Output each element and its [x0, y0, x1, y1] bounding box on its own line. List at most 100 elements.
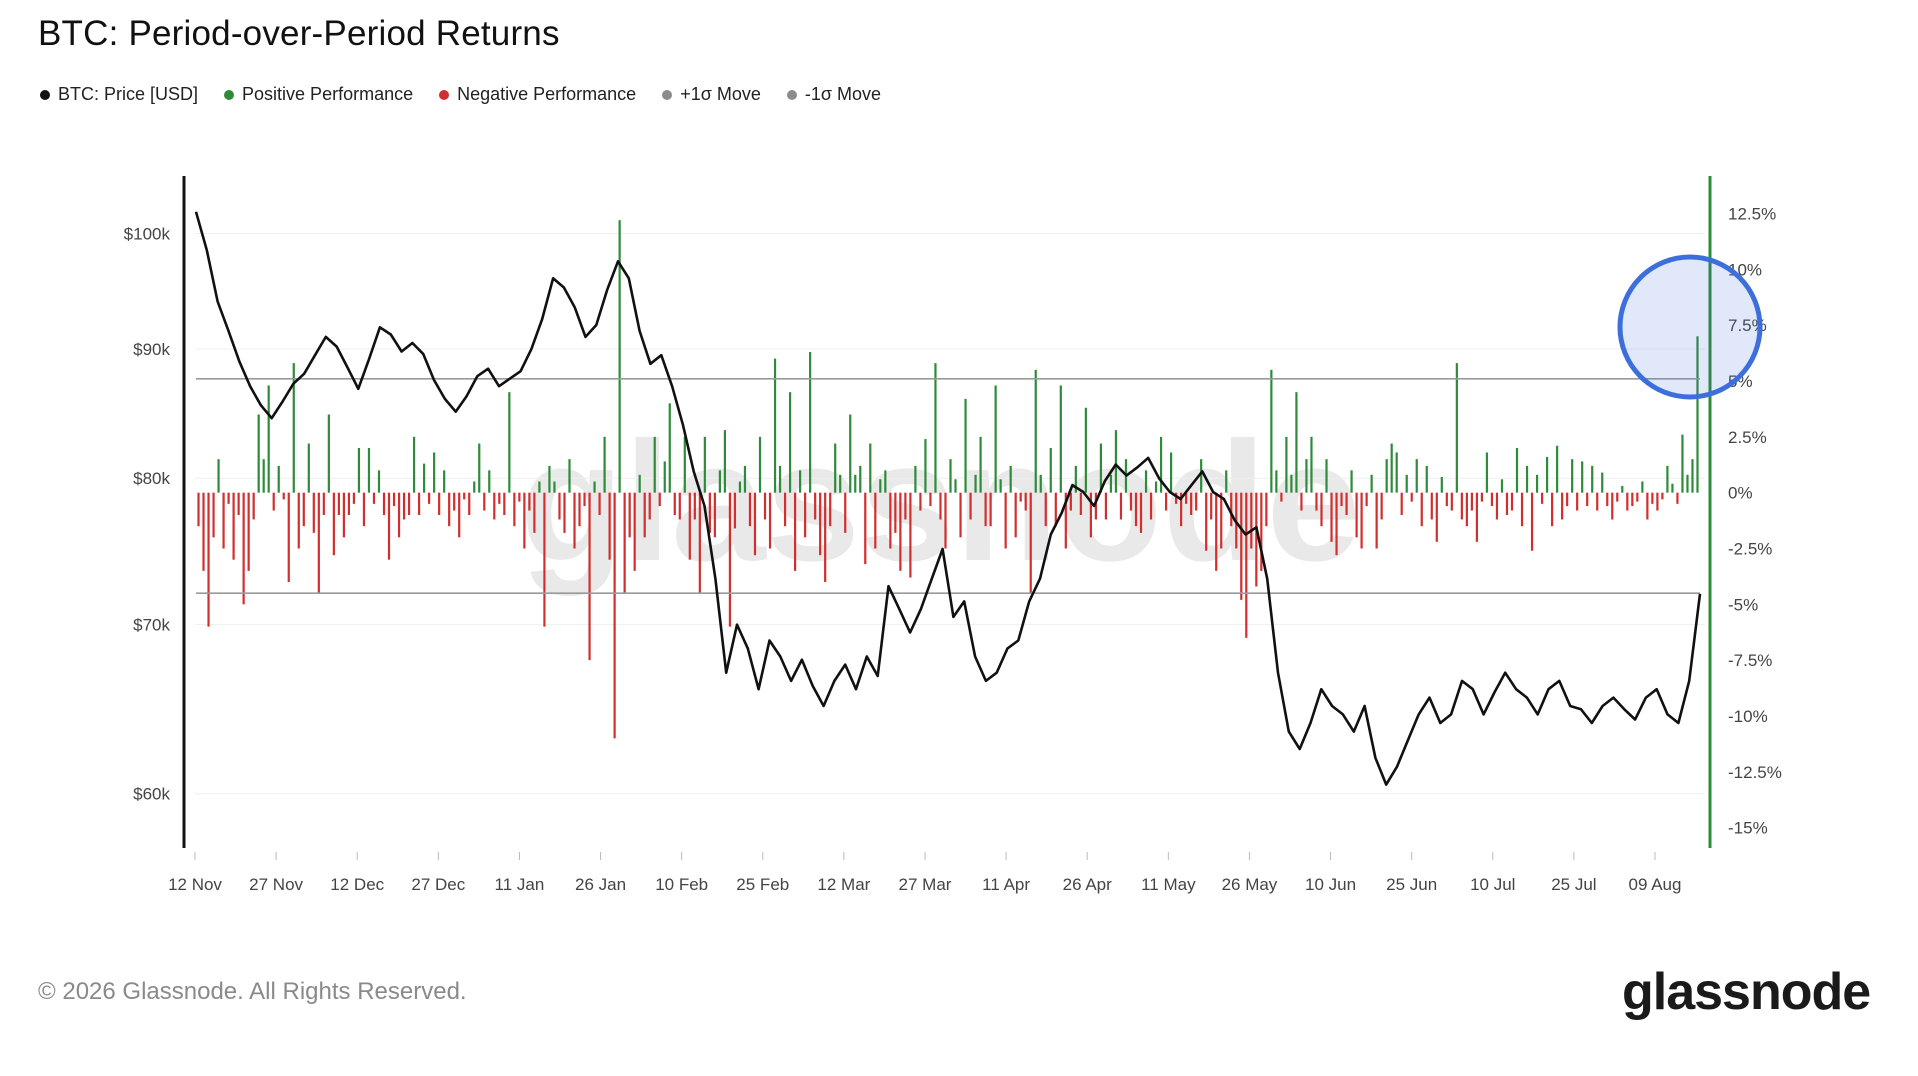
right-tick-label: 12.5% [1728, 205, 1776, 224]
legend-label: -1σ Move [804, 84, 881, 104]
x-tick-label: 10 Jul [1470, 875, 1515, 894]
left-tick-label: $100k [124, 225, 171, 244]
right-tick-label: -12.5% [1728, 763, 1782, 782]
positive-bar [377, 470, 381, 493]
positive-bar [433, 452, 436, 493]
negative-bar [899, 492, 902, 571]
positive-bar [1500, 479, 1504, 493]
positive-bar [603, 436, 606, 493]
negative-bar [1365, 492, 1368, 507]
positive-bar [412, 436, 416, 493]
negative-bar [463, 492, 466, 500]
legend-item-price[interactable]: BTC: Price [USD] [40, 84, 198, 105]
negative-bar [362, 492, 366, 527]
positive-bar [1671, 483, 1674, 493]
positive-bar [884, 470, 887, 493]
right-tick-label: 2.5% [1728, 428, 1767, 447]
negative-bar [518, 492, 521, 502]
negative-bar [322, 492, 325, 515]
negative-bar [1465, 492, 1468, 527]
negative-bar [844, 492, 847, 533]
negative-bar [1435, 492, 1438, 542]
negative-bar [1566, 492, 1569, 507]
negative-bar [728, 492, 732, 627]
positive-bar [367, 448, 371, 493]
negative-bar [1044, 492, 1047, 527]
positive-bar [262, 459, 265, 493]
negative-bar [1315, 492, 1318, 511]
positive-bar [834, 443, 837, 493]
negative-bar [1164, 492, 1168, 511]
negative-bar [904, 492, 907, 520]
negative-bar [1104, 492, 1108, 520]
positive-bar [1099, 443, 1103, 493]
x-tick-label: 09 Aug [1629, 875, 1682, 894]
negative-bar [814, 492, 817, 520]
positive-bar [1059, 385, 1062, 493]
negative-bar [312, 492, 315, 533]
glassnode-logo: glassnode [1622, 963, 1871, 1021]
positive-bar [974, 474, 977, 493]
negative-bar [713, 492, 716, 538]
positive-bar [257, 414, 260, 493]
legend-item-minus-sigma[interactable]: -1σ Move [786, 84, 881, 105]
legend-item-positive[interactable]: Positive Performance [224, 84, 413, 105]
negative-bar [1505, 492, 1509, 515]
negative-bar [1656, 492, 1659, 511]
x-tick-label: 27 Dec [411, 875, 465, 894]
negative-bar [1470, 492, 1473, 511]
positive-bar [1571, 459, 1574, 493]
positive-bar [668, 403, 671, 493]
right-tick-label: -15% [1728, 819, 1768, 838]
negative-bar [623, 492, 626, 594]
negative-bar [628, 492, 631, 538]
right-tick-label: -10% [1728, 707, 1768, 726]
negative-bar [1380, 492, 1383, 520]
negative-bar [1180, 492, 1183, 527]
positive-bar [548, 465, 551, 493]
right-tick-label: 7.5% [1728, 316, 1767, 335]
positive-bar [443, 470, 446, 493]
negative-bar [1255, 492, 1258, 587]
negative-bar [929, 492, 932, 507]
price-series [194, 211, 1702, 786]
positive-bar [1285, 436, 1288, 493]
positive-bar [538, 481, 541, 493]
x-tick-label: 12 Dec [330, 875, 384, 894]
positive-bar [1395, 452, 1398, 493]
negative-bar [1445, 492, 1448, 507]
positive-bar [1074, 465, 1077, 493]
negative-bar [1360, 492, 1363, 549]
x-tick-label: 27 Nov [249, 875, 303, 894]
negative-bar [202, 492, 205, 571]
left-tick-label: $70k [133, 616, 170, 635]
negative-bar [1054, 492, 1057, 527]
positive-bar [1159, 436, 1163, 493]
positive-bar [1114, 430, 1118, 493]
positive-bar [277, 465, 280, 493]
negative-bar [1220, 492, 1223, 549]
legend-item-plus-sigma[interactable]: +1σ Move [662, 84, 761, 105]
negative-bar [1320, 492, 1323, 527]
positive-bar [788, 392, 792, 493]
negative-bar [407, 492, 411, 515]
legend-dot-icon [786, 89, 797, 100]
positive-bar [1525, 465, 1529, 493]
negative-bar [1430, 492, 1433, 520]
negative-bar [493, 492, 496, 520]
positive-bar [954, 479, 957, 493]
positive-bar [1270, 369, 1273, 493]
negative-bar [1129, 492, 1133, 511]
negative-bar [1019, 492, 1022, 502]
positive-bar [473, 481, 476, 493]
axes: $60k$70k$80k$90k$100k12.5%10%7.5%5%2.5%0… [124, 176, 1782, 894]
negative-bar [1410, 492, 1413, 502]
legend-item-negative[interactable]: Negative Performance [439, 84, 636, 105]
negative-bar [372, 492, 376, 504]
negative-bar [533, 492, 536, 533]
negative-bar [829, 492, 832, 527]
x-tick-label: 25 Feb [736, 875, 789, 894]
negative-bar [1520, 492, 1524, 527]
negative-bar [1661, 492, 1664, 500]
positive-bar [683, 436, 686, 493]
